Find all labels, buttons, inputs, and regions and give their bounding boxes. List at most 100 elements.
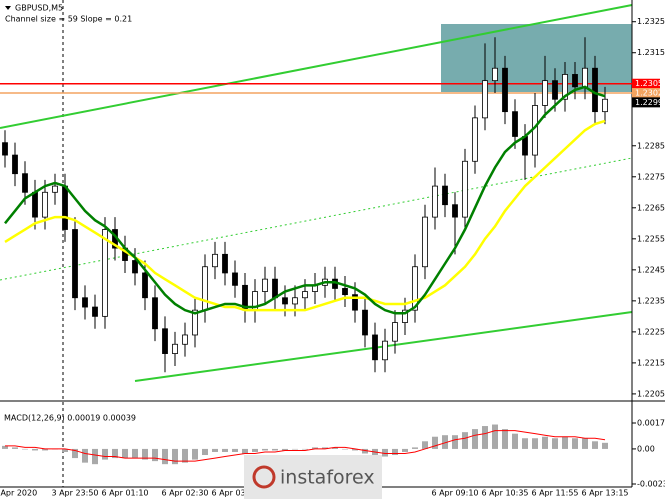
candle-body — [32, 191, 38, 218]
macd-bar — [392, 448, 398, 456]
x-tick-label: 6 Apr 10:35 — [481, 489, 528, 498]
candle-body — [142, 272, 148, 299]
watermark-box — [244, 455, 382, 499]
candle-body — [102, 229, 108, 317]
candle-body — [512, 111, 518, 137]
candle-body — [132, 260, 138, 274]
candle-body — [462, 160, 468, 218]
candle-body — [492, 67, 498, 82]
symbol-title: GBPUSD,M5 — [15, 4, 63, 13]
macd-bar — [442, 435, 448, 449]
macd-bar — [312, 447, 318, 449]
candle-body — [382, 340, 388, 361]
candle-body — [522, 136, 528, 156]
candle-body — [352, 294, 358, 311]
candle-body — [362, 309, 368, 336]
candle-body — [422, 216, 428, 268]
candle-body — [592, 67, 598, 113]
macd-bar — [462, 432, 468, 449]
candle-body — [72, 229, 78, 299]
candle-body — [372, 334, 378, 361]
macd-bar — [202, 448, 208, 456]
watermark-text: instaforex — [280, 467, 375, 489]
candle-body — [42, 191, 48, 218]
candle-body — [272, 278, 278, 299]
candle-body — [392, 322, 398, 342]
macd-bar — [42, 448, 48, 451]
macd-bar — [252, 448, 258, 452]
macd-bar — [62, 448, 68, 452]
macd-bar — [32, 448, 38, 451]
macd-bar — [82, 448, 88, 463]
y-tick-label: 1.2265 — [637, 203, 665, 212]
zone-rectangle — [441, 24, 632, 92]
candle-body — [402, 309, 408, 323]
y-tick-label: 1.2255 — [637, 234, 665, 243]
y-tick-label: 1.2235 — [637, 296, 665, 305]
y-tick-label: 1.2245 — [637, 265, 665, 274]
channel-middle — [0, 157, 633, 281]
macd-bar — [112, 448, 118, 459]
candle-body — [542, 80, 548, 106]
macd-bar — [432, 436, 438, 449]
macd-bar — [502, 429, 508, 449]
candle-body — [182, 334, 188, 345]
macd-bar — [172, 448, 178, 465]
candle-body — [192, 309, 198, 336]
candle-body — [482, 80, 488, 119]
candle-body — [432, 185, 438, 218]
x-tick-label: 6 Apr 09:10 — [431, 489, 478, 498]
watermark-logo — [252, 465, 276, 489]
channel-upper — [0, 4, 633, 129]
y-tick-label: 1.2215 — [637, 358, 665, 367]
macd-bar — [552, 438, 558, 449]
macd-bar — [342, 448, 348, 450]
level-label: 1.2305 — [635, 79, 663, 88]
candle-body — [212, 253, 218, 268]
macd-bar — [512, 433, 518, 449]
macd-bar — [362, 448, 368, 454]
candle-body — [452, 204, 458, 218]
y-tick-label: 0.00 — [637, 444, 655, 453]
macd-bar — [372, 448, 378, 457]
candle-body — [472, 117, 478, 162]
candle-body — [22, 173, 28, 193]
candle-body — [222, 253, 228, 274]
y-tick-label: -0.0023 — [637, 480, 665, 489]
macd-bar — [452, 435, 458, 449]
candle-body — [162, 328, 168, 354]
x-tick-label: 6 Apr 11:55 — [531, 489, 578, 498]
candle-body — [62, 185, 68, 230]
candle-body — [262, 278, 268, 292]
macd-bar — [542, 436, 548, 449]
candle-body — [92, 306, 98, 317]
candle-body — [282, 297, 288, 305]
macd-bar — [272, 448, 278, 451]
last-price-label: 1.2299 — [635, 98, 663, 107]
level-label: 1.2302 — [635, 89, 663, 98]
macd-title: MACD(12,26,9) 0.00019 0.00039 — [4, 414, 136, 423]
plot: 1.2325 1.2315 1.2285 1.2275 1.2265 1.2255 1.22… — [0, 17, 665, 498]
candle-body — [82, 297, 88, 308]
x-tick-label: 6 Apr 01:10 — [101, 489, 148, 498]
level-label-box — [632, 78, 660, 89]
menu-arrow — [5, 6, 11, 10]
macd-bar — [522, 438, 528, 449]
macd-bar — [472, 429, 478, 449]
x-tick-label: 3 Apr 2020 — [0, 489, 37, 498]
x-tick-label: 6 Apr 02:30 — [161, 489, 208, 498]
macd-bar — [282, 448, 288, 451]
candle-body — [342, 288, 348, 296]
macd-bar — [352, 448, 358, 451]
macd-bar — [152, 448, 158, 462]
macd-bar — [2, 445, 8, 449]
y-tick-label: 1.2315 — [637, 48, 665, 57]
macd-bar — [72, 448, 78, 459]
macd-bar — [402, 448, 408, 452]
y-tick-label: 1.2275 — [637, 172, 665, 181]
moving-average — [4, 119, 606, 312]
macd-bar — [222, 448, 228, 452]
x-tick-label: 6 Apr 03:50 — [211, 489, 258, 498]
signal-line — [5, 430, 606, 462]
